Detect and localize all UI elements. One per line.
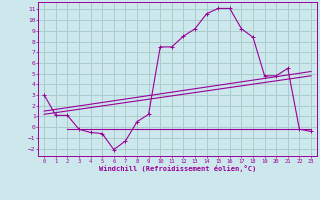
X-axis label: Windchill (Refroidissement éolien,°C): Windchill (Refroidissement éolien,°C) — [99, 165, 256, 172]
